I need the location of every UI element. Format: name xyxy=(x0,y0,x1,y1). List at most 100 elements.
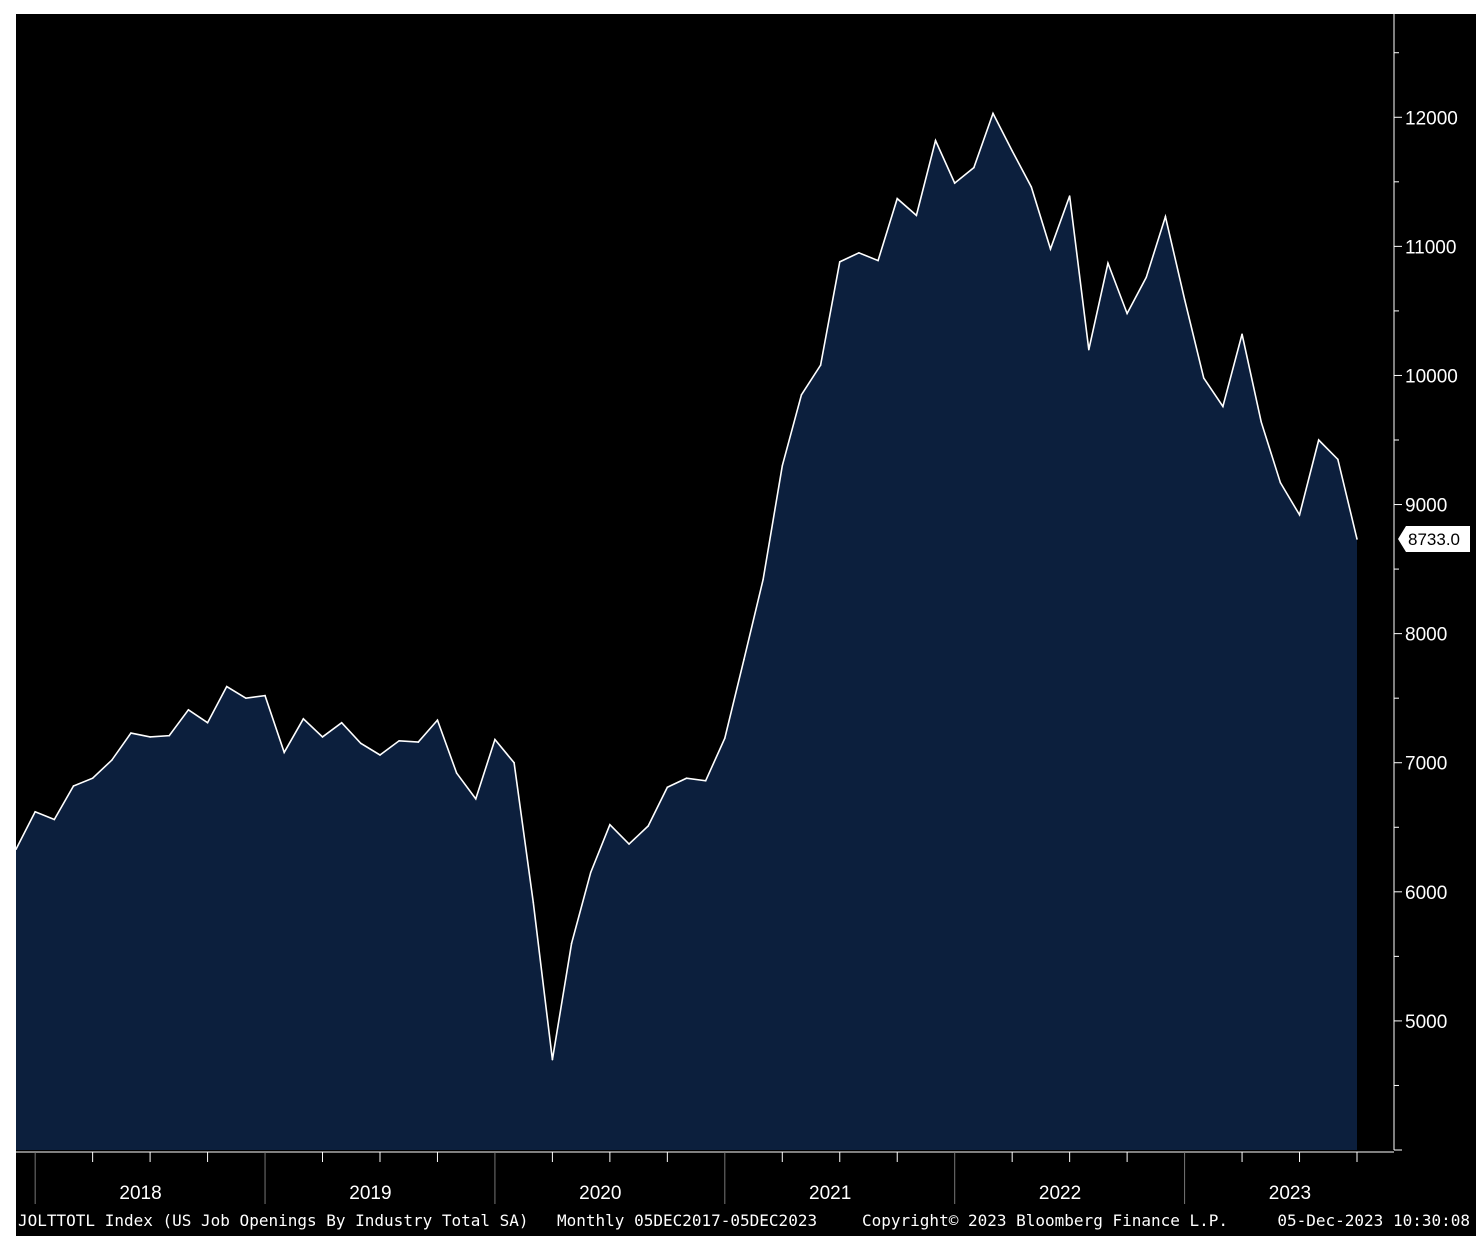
data-point xyxy=(149,736,151,738)
data-point xyxy=(1126,312,1128,315)
y-tick-label: 10000 xyxy=(1405,366,1458,387)
data-point xyxy=(72,785,75,787)
data-point xyxy=(1145,276,1148,279)
plot-area xyxy=(16,111,1358,1150)
y-tick-label: 7000 xyxy=(1405,754,1447,775)
data-point xyxy=(1011,150,1013,152)
data-point xyxy=(724,737,726,739)
y-tick-label: 11000 xyxy=(1405,237,1456,258)
data-point xyxy=(1202,377,1205,379)
last-value-marker: 8733.0 xyxy=(1398,526,1470,553)
x-tick-label: 2019 xyxy=(349,1183,391,1204)
x-tick-label: 2018 xyxy=(119,1183,161,1204)
y-axis: 5000 6000 7000 8000 9000 10000 11000 12000 xyxy=(1393,14,1458,1151)
data-point xyxy=(187,709,190,711)
footer-range: Monthly 05DEC2017-05DEC2023 xyxy=(557,1211,817,1230)
data-point xyxy=(16,848,17,851)
last-value-box xyxy=(1398,526,1470,553)
chart-svg: 5000 6000 7000 8000 9000 10000 11000 12000 2018… xyxy=(16,14,1470,1230)
data-point xyxy=(360,742,362,745)
data-point xyxy=(302,718,305,720)
series-area xyxy=(16,113,1357,1150)
data-point xyxy=(647,825,649,827)
data-point xyxy=(34,810,36,813)
data-point xyxy=(800,394,803,396)
y-tick-label: 9000 xyxy=(1405,496,1447,517)
footer-timestamp: 05-Dec-2023 10:30:08 xyxy=(1277,1211,1470,1230)
data-point xyxy=(110,759,113,761)
data-point xyxy=(992,112,994,115)
data-point xyxy=(283,751,286,754)
data-point xyxy=(589,871,592,874)
y-tick-label: 5000 xyxy=(1405,1012,1447,1033)
data-point xyxy=(1088,348,1090,351)
data-point xyxy=(513,761,515,764)
data-point xyxy=(53,818,56,821)
data-point xyxy=(417,741,420,743)
data-point xyxy=(628,843,630,845)
data-point xyxy=(666,786,669,789)
data-point xyxy=(551,1058,554,1061)
data-point xyxy=(494,738,496,741)
data-point xyxy=(1049,248,1052,250)
data-point xyxy=(130,732,132,734)
x-tick-label: 2023 xyxy=(1269,1183,1311,1204)
data-point xyxy=(264,694,266,697)
data-point xyxy=(436,719,439,721)
data-point xyxy=(321,736,324,738)
data-point xyxy=(474,798,477,800)
data-point xyxy=(1030,186,1033,188)
data-point xyxy=(398,739,400,742)
footer-copyright: Copyright© 2023 Bloomberg Finance L.P. xyxy=(862,1211,1228,1230)
data-point xyxy=(1279,481,1282,484)
data-point xyxy=(1317,439,1320,441)
x-tick-label: 2021 xyxy=(809,1183,851,1204)
data-point xyxy=(1356,538,1358,540)
data-point xyxy=(1337,458,1339,461)
data-point xyxy=(762,578,764,581)
data-point xyxy=(953,182,956,184)
data-point xyxy=(1260,421,1263,423)
data-point xyxy=(743,658,745,661)
x-axis: 2018 2019 2020 2021 2022 2023 xyxy=(16,1151,1394,1204)
data-point xyxy=(819,364,822,366)
data-point xyxy=(896,197,899,200)
data-point xyxy=(973,166,975,169)
y-tick-label: 8000 xyxy=(1405,625,1447,646)
data-point xyxy=(1298,514,1301,516)
data-point xyxy=(532,901,535,903)
data-point xyxy=(1164,215,1167,218)
footer-ticker: JOLTTOTL Index (US Job Openings By Indus… xyxy=(18,1211,529,1230)
y-tick-label: 12000 xyxy=(1405,108,1458,129)
data-point xyxy=(877,259,879,262)
data-point xyxy=(685,777,688,780)
data-point xyxy=(915,214,918,217)
x-tick-label: 2022 xyxy=(1039,1183,1081,1204)
data-point xyxy=(838,261,841,263)
data-point xyxy=(91,777,94,780)
data-point xyxy=(609,823,611,826)
data-point xyxy=(455,772,458,774)
data-point xyxy=(570,942,573,945)
data-point xyxy=(1241,333,1243,335)
y-tick-label: 6000 xyxy=(1405,883,1447,904)
data-point xyxy=(704,780,707,782)
data-point xyxy=(168,734,171,737)
data-point xyxy=(245,697,247,699)
last-value-label: 8733.0 xyxy=(1408,530,1460,549)
data-point xyxy=(1222,405,1224,408)
data-point xyxy=(934,139,937,142)
data-point xyxy=(379,754,381,756)
chart-panel: 5000 6000 7000 8000 9000 10000 11000 12000 2018… xyxy=(16,14,1476,1236)
data-point xyxy=(206,721,209,724)
data-point xyxy=(1107,262,1109,264)
data-point xyxy=(1068,195,1071,197)
data-point xyxy=(858,252,860,254)
data-point xyxy=(781,465,784,467)
chart-footer: JOLTTOTL Index (US Job Openings By Indus… xyxy=(18,1211,1470,1230)
data-point xyxy=(225,685,228,688)
data-point xyxy=(1183,298,1186,301)
x-tick-label: 2020 xyxy=(579,1183,621,1204)
data-point xyxy=(340,721,343,724)
